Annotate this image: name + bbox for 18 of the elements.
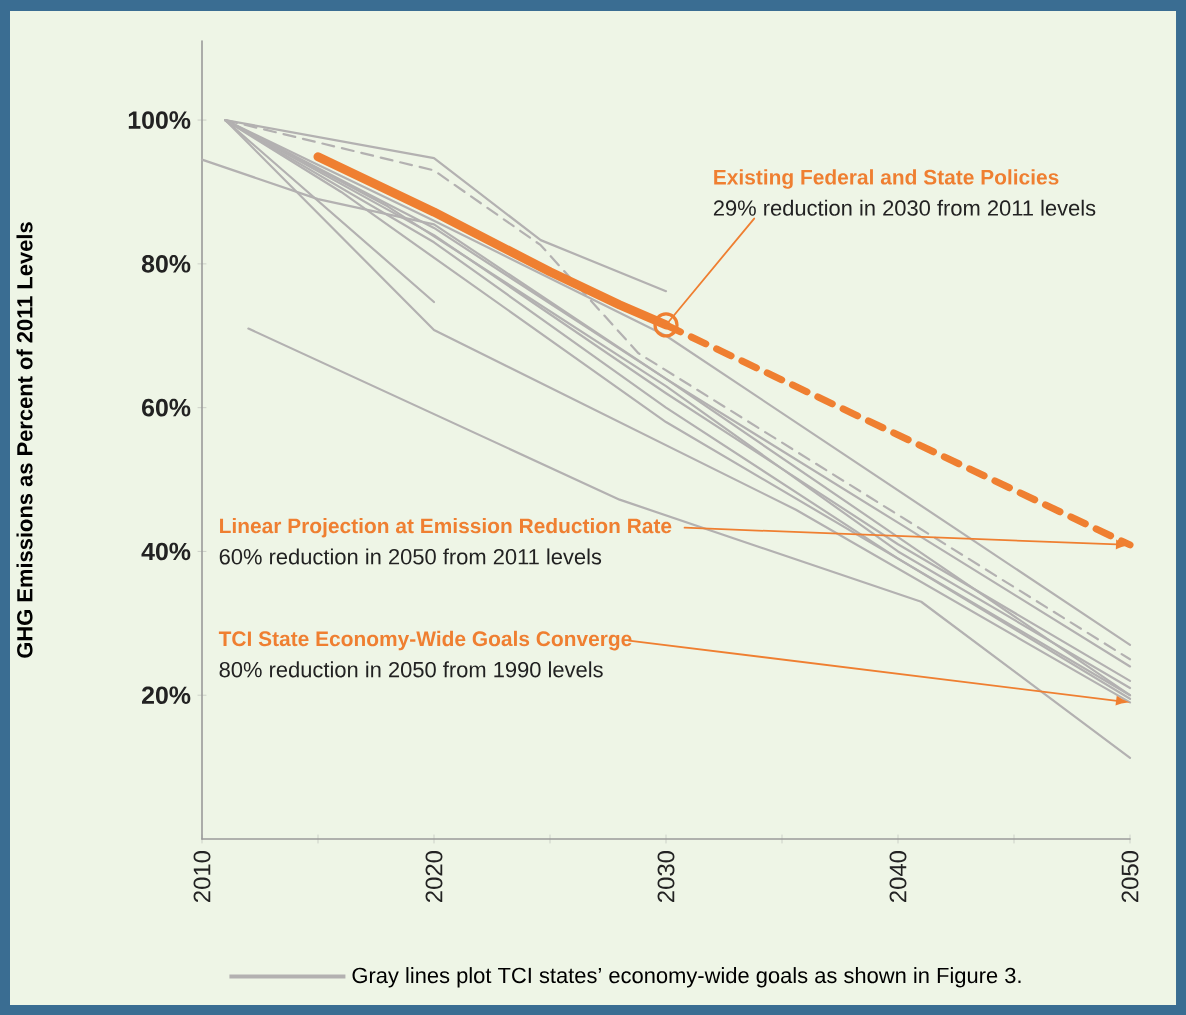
- x-tick-label: 2040: [889, 850, 907, 903]
- y-tick-label: 40%: [141, 542, 191, 561]
- annotation: 29% reduction in 2030 from 2011 levels: [713, 199, 1096, 216]
- y-tick-label: 60%: [142, 398, 191, 417]
- annotation: Existing Federal and State Policies: [714, 169, 1059, 189]
- annotation: Linear Projection at Emission Reduction Rate: [220, 517, 672, 538]
- text: Gray lines plot TCI states’ economy-wide goals as shown in Figure 3.: [352, 967, 1021, 988]
- annotation: TCI State Economy-Wide Goals Converge: [218, 630, 632, 651]
- y-axis-title: GHG Emissions as Percent of 2011 Levels: [16, 222, 33, 658]
- annotation: 60% reduction in 2050 from 2011 levels: [219, 548, 602, 565]
- y-tick-label: 80%: [141, 255, 191, 273]
- x-tick-label: 2030: [657, 850, 675, 903]
- annotation: 80% reduction in 2050 from 1990 levels: [219, 661, 603, 678]
- x-tick-label: 2010: [193, 850, 211, 903]
- y-tick-label: 100%: [128, 111, 191, 129]
- x-tick-label: 2020: [425, 850, 443, 903]
- x-tick-label: 2050: [1121, 850, 1139, 903]
- y-tick-label: 20%: [141, 686, 191, 705]
